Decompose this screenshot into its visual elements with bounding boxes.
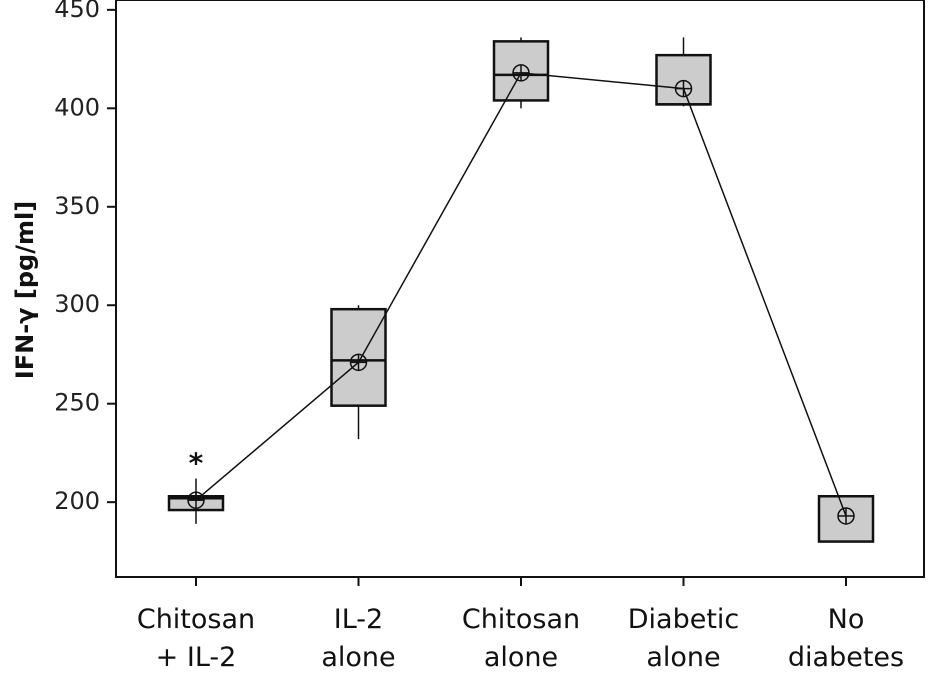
y-tick-label: 450 — [54, 0, 100, 23]
x-category-label-line: Chitosan — [137, 604, 255, 635]
x-category-label: Chitosan + IL-2 — [137, 604, 255, 673]
box — [817, 495, 875, 543]
x-category-label: Chitosan alone — [462, 604, 580, 673]
mean-connecting-line — [195, 72, 847, 517]
mean-markers-layer: * — [187, 64, 855, 525]
y-axis: 200 250 300 350 400 450 — [54, 0, 116, 515]
x-category-label-line: Chitosan — [462, 604, 580, 635]
x-category-label-line: + IL-2 — [156, 642, 237, 673]
significance-annotation: * — [189, 447, 204, 480]
y-tick-label: 200 — [54, 487, 100, 515]
x-category-label-line: alone — [484, 642, 558, 673]
x-category-label-line: alone — [646, 642, 720, 673]
y-tick-label: 350 — [54, 192, 100, 220]
y-tick-label: 300 — [54, 290, 100, 318]
x-category-label: Diabetic alone — [628, 604, 740, 673]
mean-line-layer — [195, 72, 847, 517]
boxes-layer — [167, 37, 875, 543]
y-tick-label: 400 — [54, 93, 100, 121]
x-category-label-line: IL-2 — [334, 604, 383, 635]
y-axis-title: IFN-γ [pg/ml] — [11, 201, 39, 379]
x-category-label-line: alone — [321, 642, 395, 673]
x-category-label-line: No — [828, 604, 865, 635]
x-category-label: IL-2 alone — [321, 604, 395, 673]
y-tick-label: 250 — [54, 389, 100, 417]
x-category-label-line: diabetes — [788, 642, 904, 673]
x-category-label: No diabetes — [788, 604, 904, 673]
x-category-label-line: Diabetic — [628, 604, 740, 635]
